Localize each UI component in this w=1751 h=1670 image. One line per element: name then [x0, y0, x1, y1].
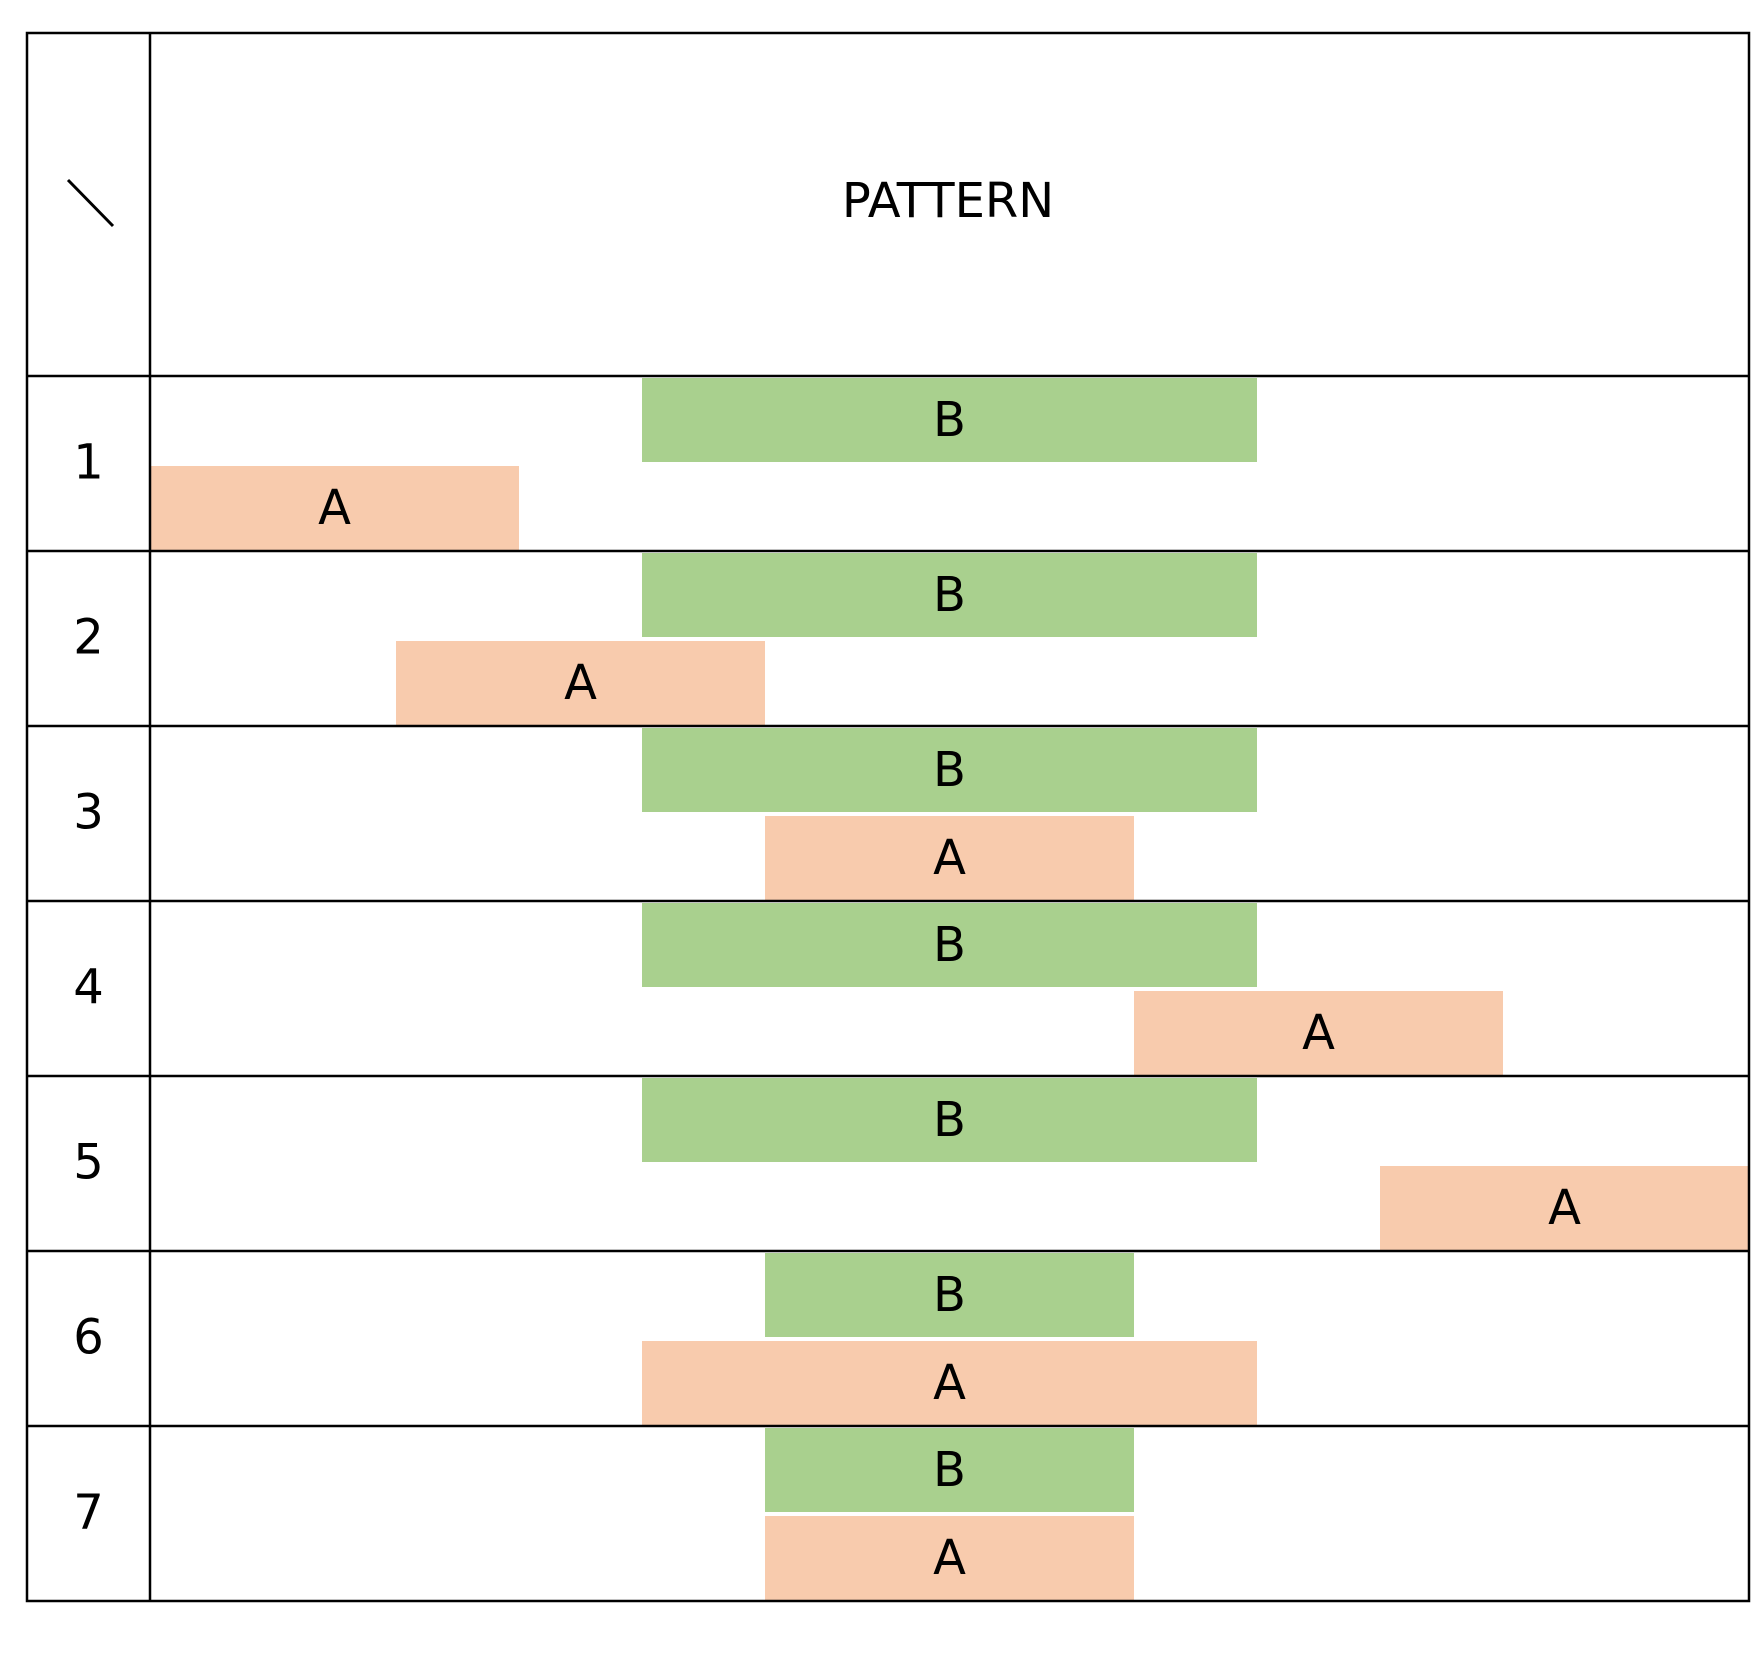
bars-layer: [150, 378, 1749, 1600]
bar-a-row-6: [642, 1341, 1257, 1425]
bar-b-row-3: [642, 728, 1257, 812]
bar-b-label-row-7: B: [933, 1442, 966, 1498]
bar-a-row-5: [1380, 1166, 1749, 1250]
row-label-2: 2: [73, 610, 104, 666]
bar-a-row-4: [1134, 991, 1503, 1075]
bar-a-row-2: [396, 641, 765, 725]
row-label-4: 4: [73, 960, 104, 1016]
row-label-6: 6: [73, 1310, 104, 1366]
bar-b-label-row-4: B: [933, 917, 966, 973]
row-label-5: 5: [73, 1135, 104, 1191]
bar-b-label-row-1: B: [933, 392, 966, 448]
grid-layer: [25, 31, 1751, 1603]
bar-a-row-7: [765, 1516, 1134, 1600]
bar-b-label-row-2: B: [933, 567, 966, 623]
bar-a-label-row-4: A: [1302, 1005, 1335, 1061]
bar-a-label-row-1: A: [318, 480, 351, 536]
header-title: PATTERN: [842, 173, 1054, 229]
row-label-7: 7: [73, 1485, 104, 1541]
bar-b-row-7: [765, 1428, 1134, 1512]
corner-slash-mark: [66, 178, 115, 228]
bar-b-label-row-5: B: [933, 1092, 966, 1148]
bar-a-label-row-5: A: [1548, 1180, 1581, 1236]
bar-b-label-row-6: B: [933, 1267, 966, 1323]
bar-b-row-6: [765, 1253, 1134, 1337]
bar-a-row-1: [150, 466, 519, 550]
bar-b-row-2: [642, 553, 1257, 637]
table-border: [25, 31, 1751, 1603]
bar-a-row-3: [765, 816, 1134, 900]
bar-b-row-1: [642, 378, 1257, 462]
bar-b-label-row-3: B: [933, 742, 966, 798]
bar-a-label-row-3: A: [933, 830, 966, 886]
row-label-3: 3: [73, 785, 104, 841]
bar-b-row-4: [642, 903, 1257, 987]
bar-b-row-5: [642, 1078, 1257, 1162]
row-label-1: 1: [73, 435, 104, 491]
bar-a-label-row-6: A: [933, 1355, 966, 1411]
bar-a-label-row-7: A: [933, 1530, 966, 1586]
bar-a-label-row-2: A: [564, 655, 597, 711]
